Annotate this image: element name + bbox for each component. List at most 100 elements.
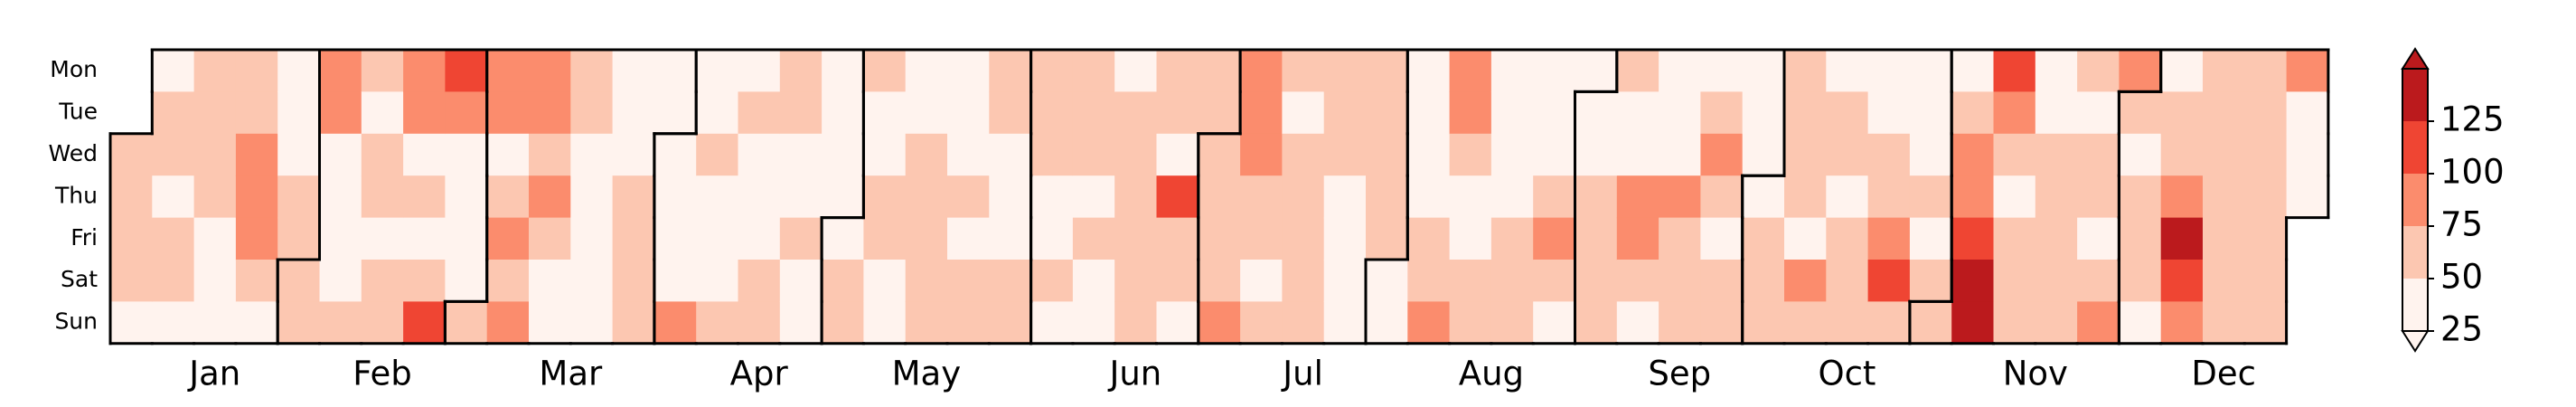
day-cell (1616, 50, 1659, 92)
day-cell (1490, 175, 1534, 219)
day-cell (1659, 50, 1701, 92)
month-label: Mar (539, 355, 603, 393)
day-cell (1366, 260, 1408, 302)
day-cell (779, 217, 823, 260)
day-cell (1030, 50, 1074, 92)
day-cell (1072, 260, 1115, 302)
day-cell (319, 175, 362, 219)
weekday-label: Thu (54, 182, 98, 208)
day-cell (1742, 50, 1785, 92)
day-cell (2035, 260, 2078, 302)
day-cell (1282, 175, 1325, 219)
day-cell (822, 260, 864, 302)
day-cell (1366, 175, 1408, 219)
day-cell (2035, 50, 2078, 92)
day-cell (1407, 260, 1451, 302)
day-cell (1575, 91, 1618, 135)
day-cell (905, 50, 948, 92)
day-cell (277, 217, 321, 260)
day-cell (1616, 133, 1659, 176)
day-cell (2244, 260, 2288, 302)
day-cell (2203, 91, 2245, 135)
day-cell (863, 133, 907, 176)
day-cell (1575, 301, 1618, 345)
day-cell (1323, 91, 1367, 135)
day-cell (738, 133, 781, 176)
day-cell (696, 133, 739, 176)
day-cell (1030, 260, 1074, 302)
day-cell (612, 50, 655, 92)
month-label: May (892, 355, 962, 393)
colorbar-tick-label: 50 (2440, 258, 2483, 297)
day-cell (445, 260, 488, 302)
day-cell (1784, 133, 1827, 176)
day-cell (947, 175, 990, 219)
day-cell (653, 133, 697, 176)
day-cell (2244, 175, 2288, 219)
day-cell (1742, 133, 1785, 176)
day-cell (1659, 175, 1701, 219)
weekday-label: Mon (50, 56, 98, 82)
day-cell (2077, 217, 2120, 260)
day-cell (403, 260, 446, 302)
day-cell (905, 133, 948, 176)
day-cell (319, 91, 362, 135)
day-cell (361, 133, 404, 176)
day-cell (1742, 217, 1785, 260)
day-cell (1700, 301, 1744, 345)
day-cell (2035, 91, 2078, 135)
day-cell (193, 91, 237, 135)
day-cell (152, 301, 195, 345)
day-cell (529, 301, 571, 345)
day-cell (1533, 260, 1576, 302)
day-cell (486, 133, 530, 176)
day-cell (1198, 133, 1241, 176)
day-cell (570, 217, 614, 260)
day-cell (905, 301, 948, 345)
day-cell (989, 133, 1032, 176)
day-cell (738, 301, 781, 345)
day-cell (2244, 301, 2288, 345)
day-cell (738, 50, 781, 92)
day-cell (110, 175, 153, 219)
day-cell (110, 133, 153, 176)
day-cell (277, 133, 321, 176)
day-cell (2077, 260, 2120, 302)
day-cell (1951, 301, 1995, 345)
day-cell (486, 175, 530, 219)
day-cell (1114, 91, 1158, 135)
day-cell (1240, 217, 1283, 260)
day-cell (1826, 217, 1869, 260)
day-cell (779, 175, 823, 219)
day-cell (1407, 175, 1451, 219)
day-cell (193, 50, 237, 92)
day-cell (653, 91, 697, 135)
month-label: Feb (353, 355, 412, 393)
day-cell (193, 260, 237, 302)
day-cell (947, 91, 990, 135)
day-cell (1323, 175, 1367, 219)
day-cell (1240, 301, 1283, 345)
day-cell (1407, 217, 1451, 260)
day-cell (1993, 301, 2036, 345)
day-cell (1700, 175, 1744, 219)
day-cell (1407, 133, 1451, 176)
day-cell (1867, 175, 1911, 219)
day-cell (612, 91, 655, 135)
day-cell (1909, 133, 1952, 176)
day-cell (2119, 91, 2162, 135)
day-cell (1867, 260, 1911, 302)
month-label: Jul (1281, 355, 1323, 393)
colorbar-segment (2402, 121, 2428, 174)
day-cell (1784, 50, 1827, 92)
day-cell (1826, 50, 1869, 92)
day-cell (2244, 50, 2288, 92)
day-cell (1909, 50, 1952, 92)
day-cell (152, 217, 195, 260)
day-cell (486, 91, 530, 135)
day-cell (989, 91, 1032, 135)
day-cell (863, 260, 907, 302)
day-cell (2035, 175, 2078, 219)
weekday-label: Sun (54, 308, 98, 335)
